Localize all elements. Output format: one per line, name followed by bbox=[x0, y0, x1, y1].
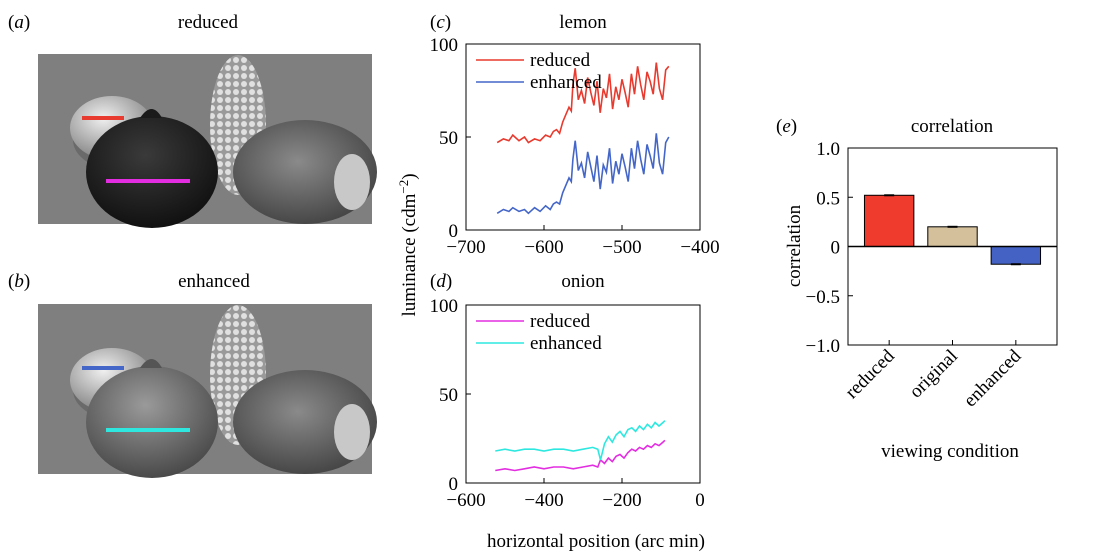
panel-d: (d) onion horizontal position (arc min) … bbox=[430, 271, 705, 552]
panel-e-letter: e bbox=[782, 116, 790, 137]
x-tick-label: −400 bbox=[680, 237, 719, 258]
photo-enhanced bbox=[38, 304, 377, 478]
y-tick-label: 50 bbox=[439, 128, 458, 149]
luminance-axis-label: luminance (cdm−2) bbox=[396, 173, 420, 316]
y-tick-label: 1.0 bbox=[816, 139, 840, 160]
svg-text:(e): (e) bbox=[776, 116, 797, 137]
legend-label-enhanced: enhanced bbox=[530, 333, 602, 354]
y-tick-label: 0.5 bbox=[816, 188, 840, 209]
category-label-enhanced: enhanced bbox=[960, 345, 1026, 411]
y-tick-label: 100 bbox=[430, 35, 459, 56]
panel-b-letter: b bbox=[14, 271, 24, 292]
y-tick-label: 0 bbox=[449, 474, 459, 495]
y-tick-label: 0 bbox=[449, 221, 459, 242]
x-tick-label: −400 bbox=[524, 490, 563, 511]
legend-label-reduced: reduced bbox=[530, 50, 591, 71]
panel-a-letter: a bbox=[14, 12, 24, 33]
panel-e-ylabel: correlation bbox=[784, 204, 805, 287]
y-tick-label: 50 bbox=[439, 385, 458, 406]
x-tick-label: −600 bbox=[524, 237, 563, 258]
panel-e-title: correlation bbox=[911, 116, 994, 137]
photo-reduced bbox=[38, 54, 377, 228]
svg-text:(b): (b) bbox=[8, 271, 30, 292]
x-tick-label: −500 bbox=[602, 237, 641, 258]
y-tick-label: 100 bbox=[430, 296, 459, 317]
legend-label-reduced: reduced bbox=[530, 311, 591, 332]
x-tick-label: −600 bbox=[446, 490, 485, 511]
bar-reduced bbox=[863, 194, 915, 247]
y-tick-label: −0.5 bbox=[806, 287, 840, 308]
x-tick-label: 0 bbox=[695, 490, 705, 511]
category-label-reduced: reduced bbox=[841, 345, 899, 403]
svg-text:(c): (c) bbox=[430, 12, 451, 33]
x-tick-label: −200 bbox=[602, 490, 641, 511]
svg-text:(d): (d) bbox=[430, 271, 452, 292]
panel-e-xlabel: viewing condition bbox=[881, 441, 1019, 462]
svg-text:(a): (a) bbox=[8, 12, 30, 33]
panel-e: (e) correlation correlation viewing cond… bbox=[776, 116, 1058, 462]
panel-b-title: enhanced bbox=[178, 271, 250, 292]
series-line-reduced bbox=[495, 439, 666, 472]
y-tick-label: −1.0 bbox=[806, 336, 840, 357]
series-line-enhanced bbox=[495, 420, 666, 461]
legend-label-enhanced: enhanced bbox=[530, 72, 602, 93]
panel-d-title: onion bbox=[561, 271, 605, 292]
panel-b: (b) enhanced bbox=[8, 271, 377, 478]
category-label-original: original bbox=[905, 346, 962, 403]
series-line-reduced bbox=[496, 62, 670, 144]
y-tick-label: 0 bbox=[831, 238, 841, 259]
panel-a-title: reduced bbox=[178, 12, 239, 33]
panel-c-letter: c bbox=[436, 12, 445, 33]
panel-a: (a) reduced bbox=[8, 12, 377, 228]
panel-d-letter: d bbox=[436, 271, 446, 292]
series-line-enhanced bbox=[496, 133, 670, 215]
panel-c: (c) lemon −700 −600 −500 −400 0 50 100 reducede… bbox=[430, 12, 720, 258]
x-tick-label: −700 bbox=[446, 237, 485, 258]
panel-d-xlabel: horizontal position (arc min) bbox=[487, 531, 705, 552]
panel-c-title: lemon bbox=[559, 12, 607, 33]
bar-original bbox=[927, 226, 978, 248]
bar-enhanced bbox=[990, 246, 1042, 265]
